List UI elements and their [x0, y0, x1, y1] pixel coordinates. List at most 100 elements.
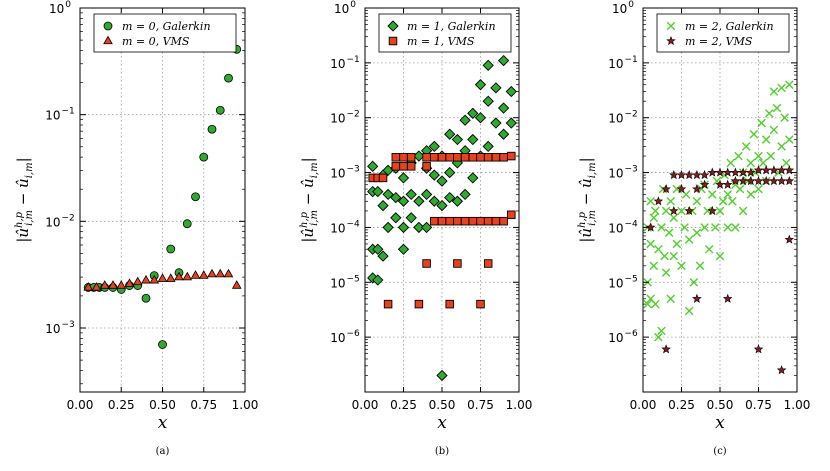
- marker-diamond: [397, 195, 410, 207]
- marker-square: [422, 162, 431, 171]
- marker-star: [769, 176, 779, 186]
- marker-diamond: [451, 195, 464, 207]
- marker-triangle: [198, 270, 209, 279]
- y-tick-label: 10−1: [45, 107, 75, 123]
- legend-box: [93, 13, 237, 53]
- marker-star: [645, 222, 656, 232]
- marker-star: [753, 344, 764, 354]
- legend-entry-label: m = 1, Galerkin: [407, 20, 496, 33]
- marker-x: [700, 223, 709, 232]
- y-tick-label: 10−6: [330, 329, 360, 345]
- marker-x: [761, 135, 771, 144]
- marker-star: [722, 293, 733, 303]
- marker-x: [677, 261, 686, 271]
- x-tick-label: 0.50: [149, 398, 176, 412]
- marker-triangle: [215, 268, 226, 278]
- marker-x: [689, 277, 699, 287]
- marker-square: [483, 259, 493, 268]
- marker-x: [746, 190, 756, 199]
- marker-square: [476, 216, 485, 226]
- legend-marker-triangle: [103, 35, 113, 45]
- marker-x: [758, 158, 768, 168]
- marker-x: [781, 158, 791, 168]
- y-tick-label: 10−4: [608, 219, 638, 235]
- marker-square: [476, 153, 485, 162]
- marker-x: [728, 196, 737, 206]
- marker-diamond: [372, 243, 384, 255]
- marker-diamond: [436, 199, 448, 212]
- marker-x: [780, 113, 789, 123]
- marker-square: [476, 299, 485, 309]
- y-tick-label: 10−2: [608, 110, 638, 126]
- y-tick-label: 10−5: [608, 274, 638, 290]
- marker-x: [692, 196, 702, 206]
- marker-star: [730, 176, 741, 186]
- legend-marker-x: [666, 21, 676, 31]
- marker-x: [666, 294, 676, 304]
- marker-x: [684, 306, 694, 316]
- marker-x: [735, 184, 745, 194]
- marker-diamond: [372, 274, 384, 286]
- marker-square: [445, 299, 454, 309]
- grid: [642, 7, 798, 392]
- marker-star: [699, 170, 710, 180]
- marker-x: [715, 251, 725, 261]
- panel-caption: (a): [156, 446, 170, 457]
- marker-diamond: [497, 128, 510, 140]
- panel-caption: (c): [713, 446, 727, 457]
- y-tick-label: 10−5: [330, 274, 360, 290]
- marker-square: [453, 259, 462, 268]
- marker-x: [643, 299, 652, 309]
- marker-diamond: [397, 243, 410, 255]
- marker-x: [734, 151, 743, 161]
- marker-x: [754, 184, 763, 194]
- marker-diamond: [490, 82, 502, 94]
- marker-star: [669, 170, 679, 180]
- legend: m = 2, Galerkin m = 2, VMS: [656, 13, 790, 53]
- marker-x: [754, 151, 763, 161]
- marker-x: [772, 103, 782, 113]
- marker-x: [660, 251, 669, 261]
- marker-star: [761, 165, 771, 175]
- grid: [79, 7, 246, 392]
- x-tick-label: 0.75: [190, 398, 217, 412]
- marker-circle: [199, 152, 209, 162]
- marker-square: [437, 216, 447, 226]
- marker-star: [776, 176, 787, 186]
- y-tick-label: 10−2: [330, 110, 360, 126]
- marker-triangle: [99, 280, 110, 289]
- y-tick-label: 10−1: [330, 55, 360, 71]
- marker-star: [676, 184, 687, 194]
- marker-diamond: [377, 250, 389, 262]
- marker-x: [684, 235, 694, 244]
- marker-square: [422, 259, 431, 268]
- marker-diamond: [444, 166, 456, 179]
- marker-star: [669, 205, 679, 215]
- x-tick-label: 0.75: [467, 398, 494, 412]
- marker-triangle: [182, 271, 193, 281]
- marker-x: [749, 129, 759, 139]
- marker-square: [499, 216, 508, 226]
- marker-star: [661, 344, 671, 354]
- marker-diamond: [436, 175, 448, 187]
- marker-x: [769, 125, 779, 135]
- marker-diamond: [413, 150, 425, 162]
- panel-1: 0.00 0.25 0.50 0.75 1.00 10−3 10−2 10−1 100 x |ûh,…: [14, 0, 258, 457]
- marker-diamond: [367, 160, 379, 172]
- marker-x: [651, 206, 660, 216]
- legend-entry-label: m = 2, Galerkin: [685, 20, 774, 33]
- x-tick-label: 0.00: [630, 398, 657, 412]
- marker-diamond: [459, 114, 471, 126]
- marker-star: [653, 196, 664, 206]
- marker-diamond: [444, 128, 456, 140]
- marker-x: [741, 142, 751, 151]
- x-tick-label: 1.00: [232, 398, 259, 412]
- marker-x: [695, 261, 705, 271]
- marker-x: [692, 228, 702, 238]
- marker-square: [507, 151, 516, 161]
- marker-x: [785, 80, 794, 89]
- marker-diamond: [382, 221, 394, 234]
- marker-star: [738, 167, 748, 177]
- marker-triangle: [116, 280, 127, 289]
